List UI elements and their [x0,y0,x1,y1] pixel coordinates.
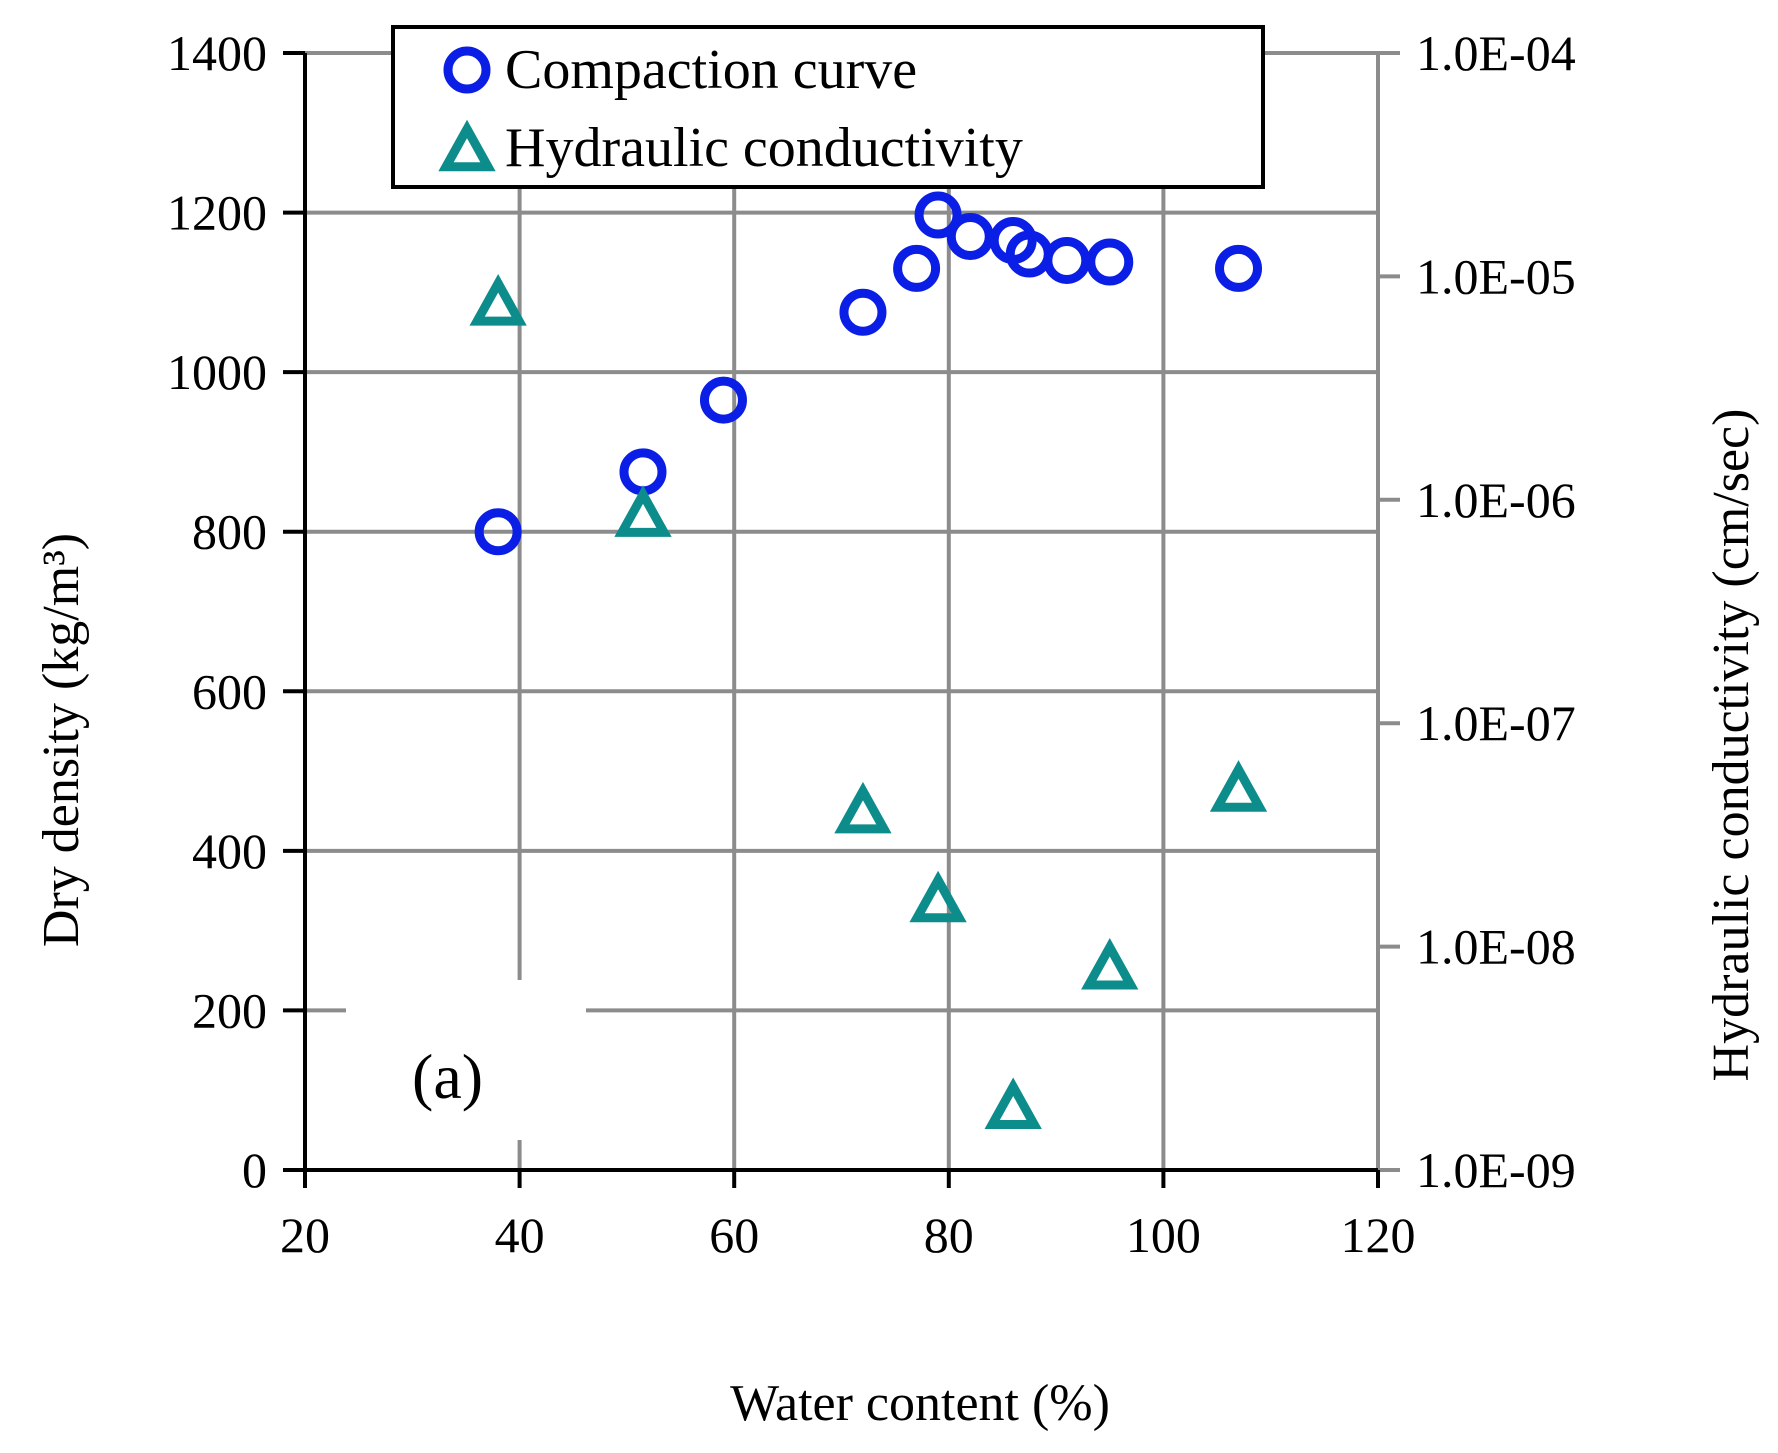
legend-circle-marker [443,46,491,94]
panel-label: (a) [412,1041,483,1112]
y-left-tick-label: 200 [192,982,267,1038]
conductivity-point [614,485,672,537]
compaction-point [474,508,522,556]
compaction-point [1086,238,1134,286]
compaction-point [1043,236,1091,284]
data-marks [469,191,1268,1130]
y-right-tick-label: 1.0E-05 [1416,248,1576,304]
x-tick-label: 40 [495,1207,545,1263]
panel-label-background [346,980,586,1140]
compaction-point [893,244,941,292]
compaction-point [1215,244,1263,292]
y-left-tick-label: 600 [192,663,267,719]
x-tick-label: 60 [709,1207,759,1263]
y-left-tick-label: 1400 [167,25,267,81]
conductivity-point [469,274,527,326]
y-left-tick-label: 1200 [167,185,267,241]
x-tick-label: 20 [280,1207,330,1263]
legend-label-hydraulic-conductivity: Hydraulic conductivity [505,117,1023,179]
legend-label-compaction-curve: Compaction curve [505,39,917,101]
y-right-tick-label: 1.0E-09 [1416,1142,1576,1198]
x-tick-label: 80 [924,1207,974,1263]
compaction-point [699,376,747,424]
y-left-tick-label: 400 [192,823,267,879]
conductivity-point [834,781,892,834]
y-left-tick-label: 800 [192,504,267,560]
y-left-tick-label: 0 [242,1142,267,1198]
compaction-point [619,448,667,496]
y-right-tick-label: 1.0E-06 [1416,472,1576,528]
x-tick-label: 120 [1341,1207,1416,1263]
conductivity-point [1081,937,1139,990]
legend-marker-hydraulic-conductivity [438,119,496,172]
x-tick-label: 100 [1126,1207,1201,1263]
compaction-point [839,288,887,336]
y-left-tick-label: 1000 [167,344,267,400]
legend-marker-compaction-curve [443,46,491,94]
compaction-point [946,213,994,261]
legend: Compaction curve Hydraulic conductivity [391,25,1265,189]
x-axis-title: Water content (%) [730,1375,1110,1432]
y-left-axis-title: Dry density (kg/m³) [33,533,90,947]
compaction-point [914,191,962,239]
tick-labels: 20 40 60 80 100 12002004006008001000120014001… [167,25,1576,1263]
conductivity-point [1209,760,1268,812]
y-right-tick-label: 1.0E-08 [1416,919,1576,975]
y-right-tick-label: 1.0E-07 [1416,695,1576,751]
conductivity-point [909,870,967,923]
axes [283,51,1400,1188]
legend-box [391,25,1265,189]
y-right-tick-label: 1.0E-04 [1416,25,1576,81]
conductivity-point [984,1077,1042,1130]
y-right-axis-title: Hydraulic conductivity (cm/sec) [1703,409,1760,1082]
legend-triangle-marker [438,119,496,172]
